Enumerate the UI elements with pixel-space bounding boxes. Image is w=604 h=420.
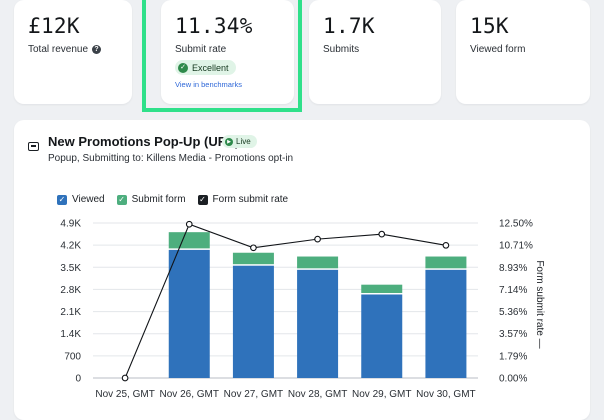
- badge-text: Excellent: [192, 62, 229, 73]
- y-right-tick-label: 3.57%: [499, 329, 527, 340]
- stat-label: Viewed form: [470, 44, 525, 55]
- y-right-tick-label: 8.93%: [499, 263, 527, 274]
- y-right-tick-label: 10.71%: [499, 241, 533, 252]
- checkbox-icon: ✓: [197, 194, 208, 205]
- stat-value: 15K: [470, 14, 509, 38]
- bar-viewed: [232, 265, 274, 378]
- help-icon[interactable]: ?: [92, 45, 102, 54]
- stat-value: 1.7K: [323, 14, 375, 38]
- legend-label: Viewed: [72, 194, 105, 205]
- stat-value: £12K: [28, 14, 80, 38]
- y-right-tick-label: 5.36%: [499, 307, 527, 318]
- y-left-tick-label: 3.5K: [60, 263, 81, 274]
- panel-subtitle: Popup, Submitting to: Killens Media - Pr…: [48, 153, 294, 164]
- y-left-tick-label: 4.9K: [60, 219, 81, 230]
- bar-viewed: [361, 294, 403, 378]
- y-right-tick-label: 1.79%: [499, 351, 527, 362]
- rate-line: [124, 223, 447, 379]
- rate-point: [314, 235, 321, 243]
- stat-value: 11.34%: [175, 14, 253, 38]
- y-left-tick-label: 4.2K: [60, 241, 81, 252]
- stat-label-text: Viewed form: [470, 44, 526, 55]
- check-icon: ✓: [178, 62, 188, 73]
- stat-label: Submits: [323, 44, 359, 55]
- rate-point: [378, 230, 386, 238]
- legend-label: Form submit rate: [212, 194, 289, 205]
- panel-title: New Promotions Pop-Up (URL): [48, 134, 240, 149]
- live-icon: ▶: [225, 137, 233, 146]
- checkbox-icon: ✓: [116, 194, 127, 205]
- status-badge: ✓ Excellent: [175, 60, 236, 75]
- stat-label: Submit rate: [175, 44, 226, 55]
- live-badge: ▶ Live: [222, 135, 257, 148]
- x-tick-label: Nov 26, GMT: [160, 389, 219, 400]
- y-left-tick-label: 1.4K: [60, 329, 81, 340]
- live-text: Live: [236, 137, 251, 146]
- rate-point: [121, 374, 129, 382]
- stat-label-text: Total revenue: [28, 44, 89, 55]
- bar-submit-form: [297, 256, 339, 269]
- y-right-axis-label: Form submit rate —: [534, 260, 545, 348]
- chart: 0 0.00% 700 1.79% 1.4K 3.57% 2.1K 5.36% 2.8K 7.14…: [60, 219, 545, 401]
- legend-form-submit-rate[interactable]: ✓ Form submit rate: [197, 194, 289, 205]
- x-tick-label: Nov 25, GMT: [95, 389, 154, 400]
- legend-submit-form[interactable]: ✓ Submit form: [116, 194, 186, 205]
- y-left-tick-label: 2.1K: [60, 307, 81, 318]
- bar-submit-form: [361, 284, 403, 293]
- bar-submit-form: [232, 252, 274, 265]
- stat-card-revenue: £12K Total revenue ?: [14, 0, 132, 104]
- y-left-tick-label: 2.8K: [60, 285, 81, 296]
- bar-viewed: [168, 249, 210, 378]
- y-left-tick-label: 700: [64, 351, 81, 362]
- y-right-tick-label: 12.50%: [499, 219, 533, 230]
- bar-submit-form: [168, 232, 210, 249]
- x-tick-label: Nov 27, GMT: [224, 389, 283, 400]
- x-tick-label: Nov 29, GMT: [352, 389, 411, 400]
- y-left-tick-label: 0: [75, 374, 81, 385]
- popup-icon: [28, 142, 39, 151]
- rate-point: [185, 220, 193, 228]
- legend-label: Submit form: [131, 194, 186, 205]
- rate-point: [250, 244, 257, 252]
- view-benchmarks-link[interactable]: View in benchmarks: [175, 80, 242, 89]
- bar-submit-form: [425, 256, 467, 269]
- y-right-tick-label: 7.14%: [499, 285, 527, 296]
- highlight-frame: [142, 0, 302, 112]
- chart-legend: ✓ Viewed ✓ Submit form ✓ Form submit rat…: [57, 194, 288, 205]
- bar-viewed: [297, 269, 339, 378]
- x-tick-label: Nov 28, GMT: [288, 389, 347, 400]
- y-right-tick-label: 0.00%: [499, 374, 527, 385]
- checkbox-icon: ✓: [57, 194, 67, 205]
- bar-viewed: [425, 269, 467, 378]
- stat-label-text: Submit rate: [175, 44, 227, 55]
- x-tick-label: Nov 30, GMT: [416, 389, 475, 400]
- stat-card-submits: 1.7K Submits: [309, 0, 441, 104]
- stat-label: Total revenue ?: [28, 44, 102, 55]
- stat-label-text: Submits: [323, 44, 360, 55]
- stat-card-viewed: 15K Viewed form: [456, 0, 590, 104]
- rate-point: [442, 241, 450, 249]
- legend-viewed[interactable]: ✓ Viewed: [57, 194, 105, 205]
- stat-card-submit-rate: 11.34% Submit rate ✓ Excellent View in b…: [161, 0, 294, 104]
